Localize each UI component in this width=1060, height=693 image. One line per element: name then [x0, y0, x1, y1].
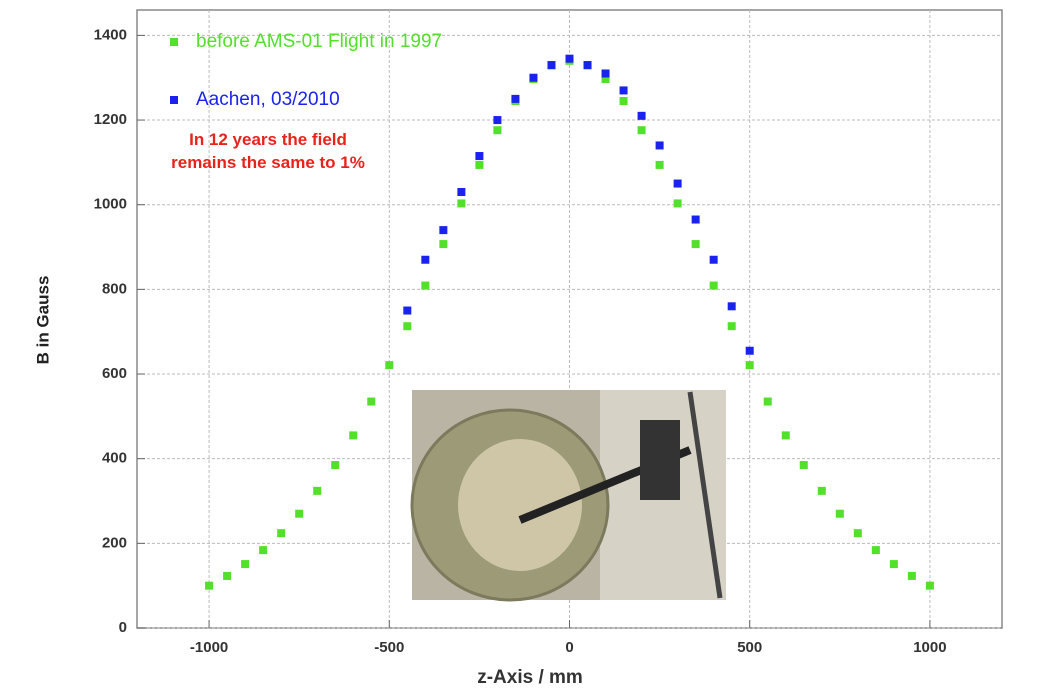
data-point — [836, 510, 844, 518]
data-point — [638, 112, 646, 120]
data-point — [872, 546, 880, 554]
data-point — [205, 582, 213, 590]
data-point — [620, 97, 628, 105]
y-tick-label: 600 — [102, 365, 127, 382]
x-tick-label: 1000 — [913, 639, 946, 656]
data-point — [656, 141, 664, 149]
data-point — [295, 510, 303, 518]
data-point — [457, 188, 465, 196]
data-point — [277, 529, 285, 537]
data-point — [728, 322, 736, 330]
data-point — [529, 74, 537, 82]
data-point — [421, 256, 429, 264]
data-point — [223, 572, 231, 580]
data-point — [493, 126, 501, 134]
data-point — [475, 161, 483, 169]
data-point — [439, 226, 447, 234]
data-point — [818, 487, 826, 495]
data-point — [854, 529, 862, 537]
data-point — [800, 461, 808, 469]
data-point — [692, 216, 700, 224]
data-point — [566, 55, 574, 63]
inset-photo — [412, 390, 726, 600]
data-point — [692, 240, 700, 248]
data-point — [926, 582, 934, 590]
data-point — [475, 152, 483, 160]
data-point — [493, 116, 501, 124]
data-point — [547, 61, 555, 69]
y-tick-label: 1200 — [94, 111, 127, 128]
y-tick-label: 400 — [102, 450, 127, 467]
legend-label: Aachen, 03/2010 — [196, 89, 340, 110]
data-point — [457, 199, 465, 207]
x-tick-label: -500 — [374, 639, 404, 656]
data-point — [331, 461, 339, 469]
x-tick-label: 500 — [737, 639, 762, 656]
data-point — [584, 61, 592, 69]
legend-label: before AMS-01 Flight in 1997 — [196, 31, 442, 52]
data-point — [908, 572, 916, 580]
data-point — [728, 302, 736, 310]
data-point — [620, 86, 628, 94]
data-point — [439, 240, 447, 248]
data-point — [385, 361, 393, 369]
data-point — [890, 560, 898, 568]
data-point — [638, 126, 646, 134]
data-point — [313, 487, 321, 495]
data-point — [421, 282, 429, 290]
data-point — [764, 398, 772, 406]
photo-stand — [640, 420, 680, 500]
y-tick-label: 1400 — [94, 26, 127, 43]
data-point — [746, 347, 754, 355]
data-point — [674, 180, 682, 188]
data-point — [710, 256, 718, 264]
chart: z-Axis / mm B in Gauss 0 200 400 600 800 1000… — [0, 0, 1060, 693]
y-axis-label: B in Gauss — [33, 276, 52, 365]
data-point — [602, 69, 610, 77]
data-point — [349, 431, 357, 439]
y-tick-label: 0 — [119, 619, 127, 636]
x-tick-label: 0 — [565, 639, 573, 656]
y-tick-label: 1000 — [94, 196, 127, 213]
data-point — [782, 431, 790, 439]
data-point — [746, 361, 754, 369]
legend-marker — [170, 96, 178, 104]
y-tick-label: 200 — [102, 534, 127, 551]
data-point — [656, 161, 664, 169]
data-point — [241, 560, 249, 568]
data-point — [710, 282, 718, 290]
page: z-Axis / mm B in Gauss 0 200 400 600 800 1000… — [0, 0, 1060, 693]
data-point — [511, 95, 519, 103]
data-point — [367, 398, 375, 406]
legend-marker — [170, 38, 178, 46]
data-point — [259, 546, 267, 554]
data-point — [674, 199, 682, 207]
data-point — [403, 307, 411, 315]
annotation: In 12 years the field remains the same t… — [168, 128, 368, 174]
y-tick-label: 800 — [102, 280, 127, 297]
x-tick-label: -1000 — [190, 639, 228, 656]
data-point — [403, 322, 411, 330]
x-axis-label: z-Axis / mm — [477, 667, 583, 688]
